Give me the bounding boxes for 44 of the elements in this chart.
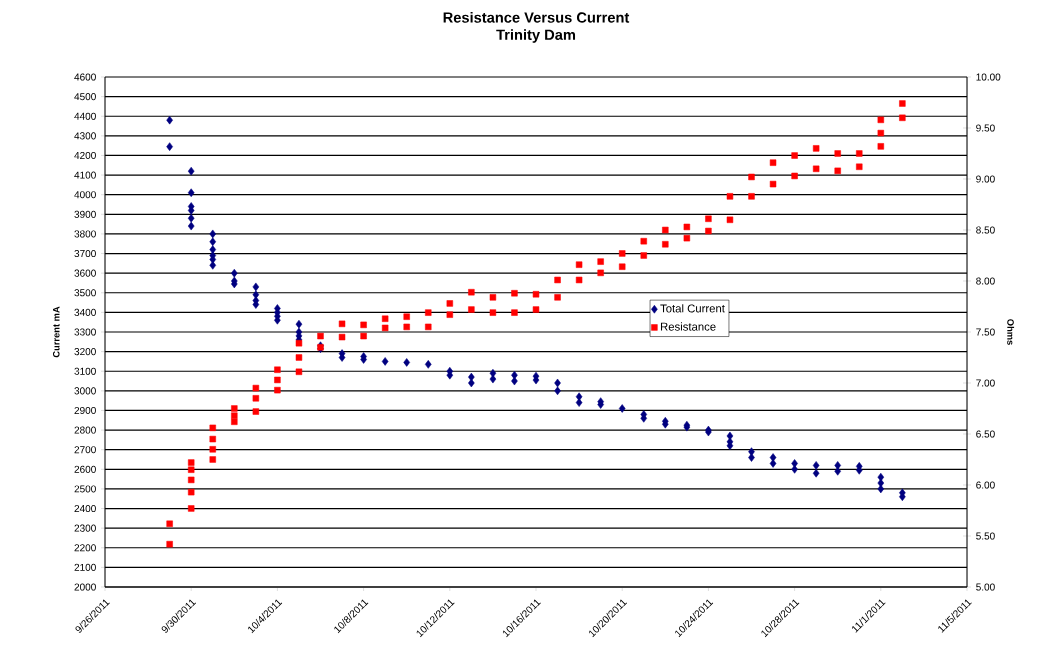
y2-tick-label: 8.00	[976, 277, 995, 285]
y2-tick-label: 6.00	[976, 481, 995, 489]
y-tick-label: 4400	[74, 112, 96, 120]
y-tick-label: 3700	[74, 250, 96, 258]
y2-tick-label: 5.50	[976, 532, 995, 540]
y-tick-label: 3100	[74, 367, 96, 375]
y-tick-label: 4100	[74, 171, 96, 179]
y-tick-label: 2700	[74, 446, 96, 454]
y-tick-label: 3900	[74, 210, 96, 218]
y-tick-label: 4500	[74, 93, 96, 101]
y-tick-label: 2400	[74, 505, 96, 513]
y-tick-label: 4000	[74, 191, 96, 199]
y2-tick-label: 6.50	[976, 430, 995, 438]
y2-tick-label: 7.50	[976, 328, 995, 336]
y-tick-label: 2900	[74, 406, 96, 415]
y2-axis-title: Ohms	[1007, 319, 1015, 345]
legend-label: Total Current	[660, 304, 725, 313]
y-tick-label: 4300	[74, 132, 96, 140]
y-tick-label: 3200	[74, 348, 96, 356]
legend-label: Resistance	[660, 322, 716, 331]
y-tick-label: 2300	[74, 524, 96, 532]
y2-tick-label: 8.50	[976, 226, 995, 234]
y-tick-label: 2200	[74, 544, 96, 552]
y-tick-label: 2800	[74, 426, 96, 434]
y-tick-label: 3000	[74, 387, 96, 395]
y-tick-label: 4600	[74, 73, 96, 81]
y-tick-label: 2600	[74, 465, 96, 473]
y-tick-label: 2500	[74, 485, 96, 493]
y2-tick-label: 9.00	[976, 175, 995, 183]
y-tick-label: 2100	[74, 563, 96, 571]
y2-tick-label: 5.00	[976, 583, 995, 591]
chart-subtitle: Trinity Dam	[496, 29, 576, 43]
y-axis-title: Current mA	[52, 306, 60, 358]
y-tick-label: 3600	[74, 269, 96, 277]
y-tick-label: 2000	[74, 583, 96, 591]
chart-title: Resistance Versus Current	[443, 11, 630, 23]
y2-tick-label: 9.50	[976, 124, 995, 132]
y-tick-label: 3400	[74, 308, 96, 316]
y2-tick-label: 7.00	[976, 379, 995, 387]
y-tick-label: 4200	[74, 151, 96, 160]
y-tick-label: 3800	[74, 230, 96, 238]
y2-tick-label: 10.00	[976, 73, 1001, 81]
y-tick-label: 3300	[74, 328, 96, 336]
y-tick-label: 3500	[74, 289, 96, 297]
